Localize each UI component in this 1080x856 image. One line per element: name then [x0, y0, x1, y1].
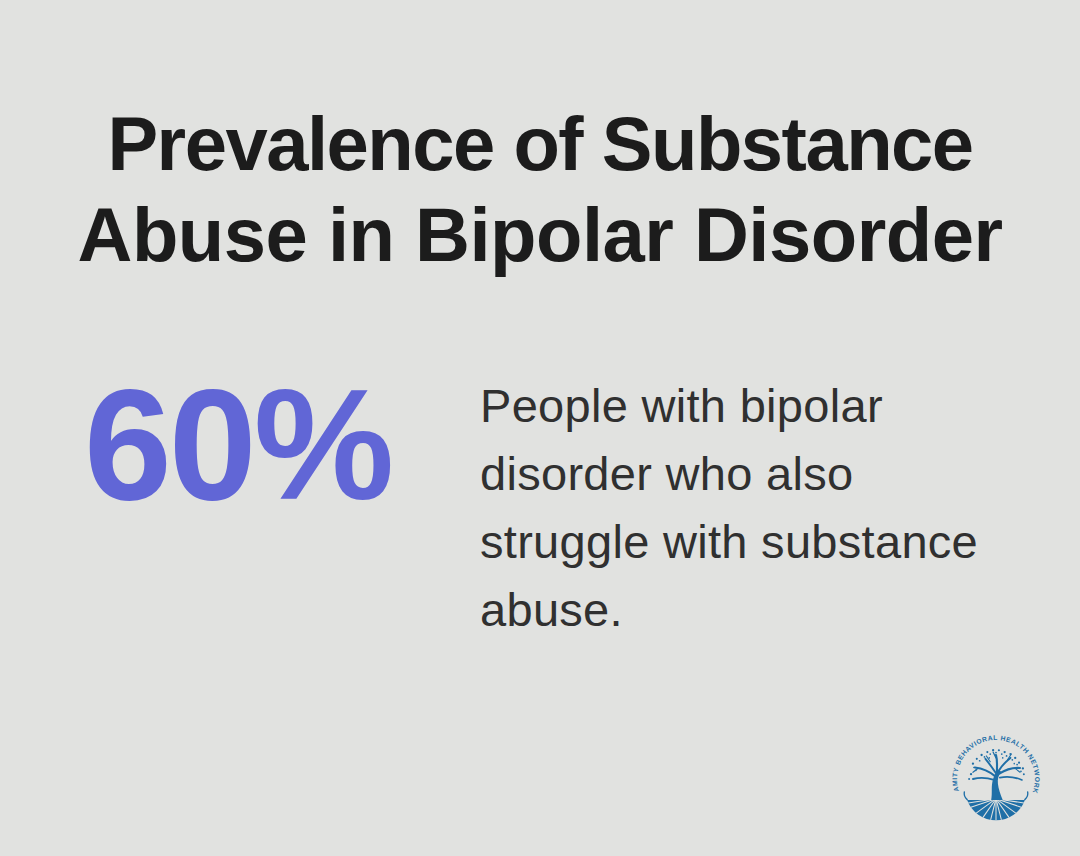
stat-description-line-4: abuse.	[480, 576, 978, 644]
title-line-1: Prevalence of Substance	[0, 98, 1080, 189]
tree-icon	[964, 749, 1028, 820]
title-line-2: Abuse in Bipolar Disorder	[0, 189, 1080, 280]
stat-description: People with bipolar disorder who also st…	[480, 372, 978, 644]
stat-description-line-2: disorder who also	[480, 440, 978, 508]
stat-description-line-1: People with bipolar	[480, 372, 978, 440]
stat-description-line-3: struggle with substance	[480, 508, 978, 576]
amity-behavioral-health-network-logo: AMITY BEHAVIORAL HEALTH NETWORK	[948, 731, 1044, 827]
page-title: Prevalence of Substance Abuse in Bipolar…	[0, 98, 1080, 280]
infographic-card: Prevalence of Substance Abuse in Bipolar…	[0, 0, 1080, 856]
stat-value: 60%	[84, 365, 391, 523]
